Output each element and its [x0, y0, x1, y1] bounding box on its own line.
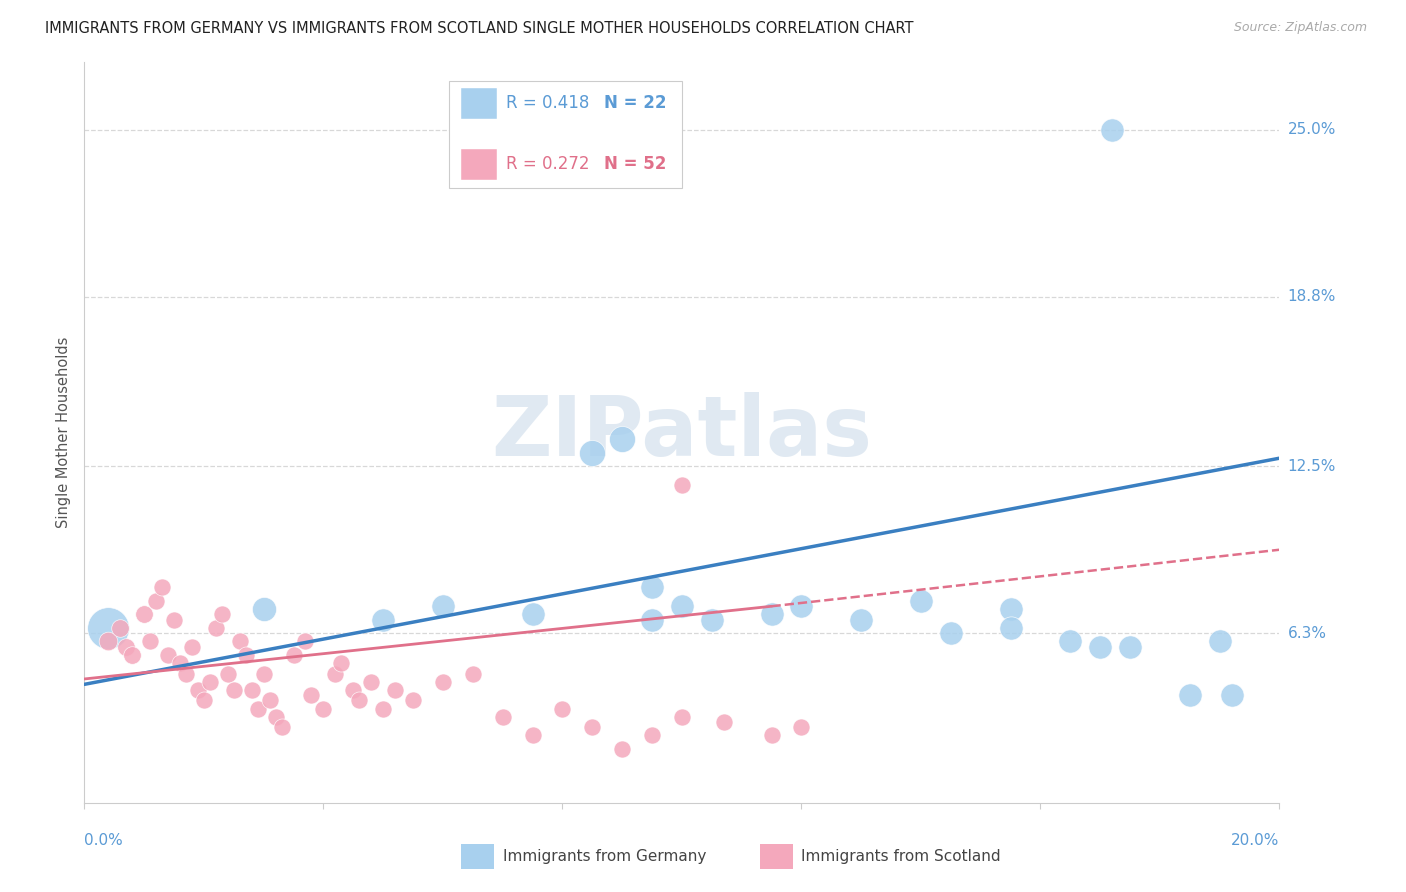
Text: 0.0%: 0.0% — [84, 833, 124, 848]
Point — [115, 640, 138, 654]
FancyBboxPatch shape — [461, 844, 495, 870]
FancyBboxPatch shape — [759, 844, 793, 870]
Point — [1000, 621, 1022, 635]
FancyBboxPatch shape — [461, 88, 496, 119]
Text: R = 0.418: R = 0.418 — [506, 95, 589, 112]
Point — [641, 613, 664, 627]
Point — [432, 674, 454, 689]
Text: 20.0%: 20.0% — [1232, 833, 1279, 848]
Point — [761, 607, 783, 622]
Point — [402, 693, 425, 707]
Point — [432, 599, 454, 614]
Point — [384, 682, 406, 697]
Text: 25.0%: 25.0% — [1288, 122, 1336, 137]
Point — [349, 693, 371, 707]
Point — [851, 613, 873, 627]
Point — [169, 656, 191, 670]
Point — [581, 446, 603, 460]
Point — [193, 693, 215, 707]
Point — [790, 599, 813, 614]
Point — [612, 742, 634, 756]
Text: Immigrants from Scotland: Immigrants from Scotland — [801, 848, 1001, 863]
Point — [312, 701, 335, 715]
Text: 18.8%: 18.8% — [1288, 289, 1336, 304]
Point — [1090, 640, 1112, 654]
Point — [283, 648, 305, 662]
Point — [121, 648, 143, 662]
Point — [211, 607, 233, 622]
Point — [1209, 634, 1232, 648]
Y-axis label: Single Mother Households: Single Mother Households — [56, 337, 72, 528]
Text: 6.3%: 6.3% — [1288, 625, 1327, 640]
Point — [522, 729, 544, 743]
Point — [157, 648, 180, 662]
Point — [253, 666, 276, 681]
Point — [217, 666, 239, 681]
Point — [240, 682, 263, 697]
Point — [939, 626, 962, 640]
Point — [132, 607, 156, 622]
Point — [761, 729, 783, 743]
Point — [373, 701, 395, 715]
FancyBboxPatch shape — [449, 81, 682, 188]
Point — [360, 674, 382, 689]
Point — [270, 720, 292, 734]
Point — [1101, 122, 1123, 136]
Point — [551, 701, 574, 715]
Text: 12.5%: 12.5% — [1288, 458, 1336, 474]
Point — [790, 720, 813, 734]
Point — [325, 666, 347, 681]
Point — [264, 709, 287, 723]
Point — [301, 688, 323, 702]
FancyBboxPatch shape — [461, 149, 496, 179]
Point — [342, 682, 364, 697]
Point — [330, 656, 353, 670]
Point — [700, 613, 723, 627]
Point — [205, 621, 228, 635]
Point — [174, 666, 197, 681]
Point — [1000, 602, 1022, 616]
Point — [461, 666, 484, 681]
Point — [187, 682, 209, 697]
Text: Source: ZipAtlas.com: Source: ZipAtlas.com — [1233, 21, 1367, 34]
Point — [163, 613, 186, 627]
Point — [97, 634, 120, 648]
Text: ZIPatlas: ZIPatlas — [492, 392, 872, 473]
Point — [641, 581, 664, 595]
Point — [1059, 634, 1081, 648]
Point — [97, 621, 120, 635]
Point — [1220, 688, 1243, 702]
Point — [228, 634, 252, 648]
Point — [150, 581, 173, 595]
Point — [713, 714, 735, 729]
Text: N = 52: N = 52 — [605, 155, 666, 173]
Point — [671, 478, 693, 492]
Point — [373, 613, 395, 627]
Point — [671, 709, 693, 723]
Text: Immigrants from Germany: Immigrants from Germany — [503, 848, 706, 863]
Point — [1178, 688, 1201, 702]
Point — [246, 701, 269, 715]
Point — [139, 634, 162, 648]
Point — [235, 648, 257, 662]
Point — [253, 602, 276, 616]
Point — [198, 674, 221, 689]
Text: R = 0.272: R = 0.272 — [506, 155, 589, 173]
Point — [222, 682, 245, 697]
Point — [910, 594, 932, 608]
Point — [110, 621, 132, 635]
Point — [294, 634, 316, 648]
Point — [1119, 640, 1142, 654]
Point — [492, 709, 515, 723]
Point — [181, 640, 204, 654]
Point — [259, 693, 281, 707]
Point — [145, 594, 167, 608]
Text: IMMIGRANTS FROM GERMANY VS IMMIGRANTS FROM SCOTLAND SINGLE MOTHER HOUSEHOLDS COR: IMMIGRANTS FROM GERMANY VS IMMIGRANTS FR… — [45, 21, 914, 36]
Point — [671, 599, 693, 614]
Text: N = 22: N = 22 — [605, 95, 666, 112]
Point — [581, 720, 603, 734]
Point — [522, 607, 544, 622]
Point — [612, 433, 634, 447]
Point — [641, 729, 664, 743]
